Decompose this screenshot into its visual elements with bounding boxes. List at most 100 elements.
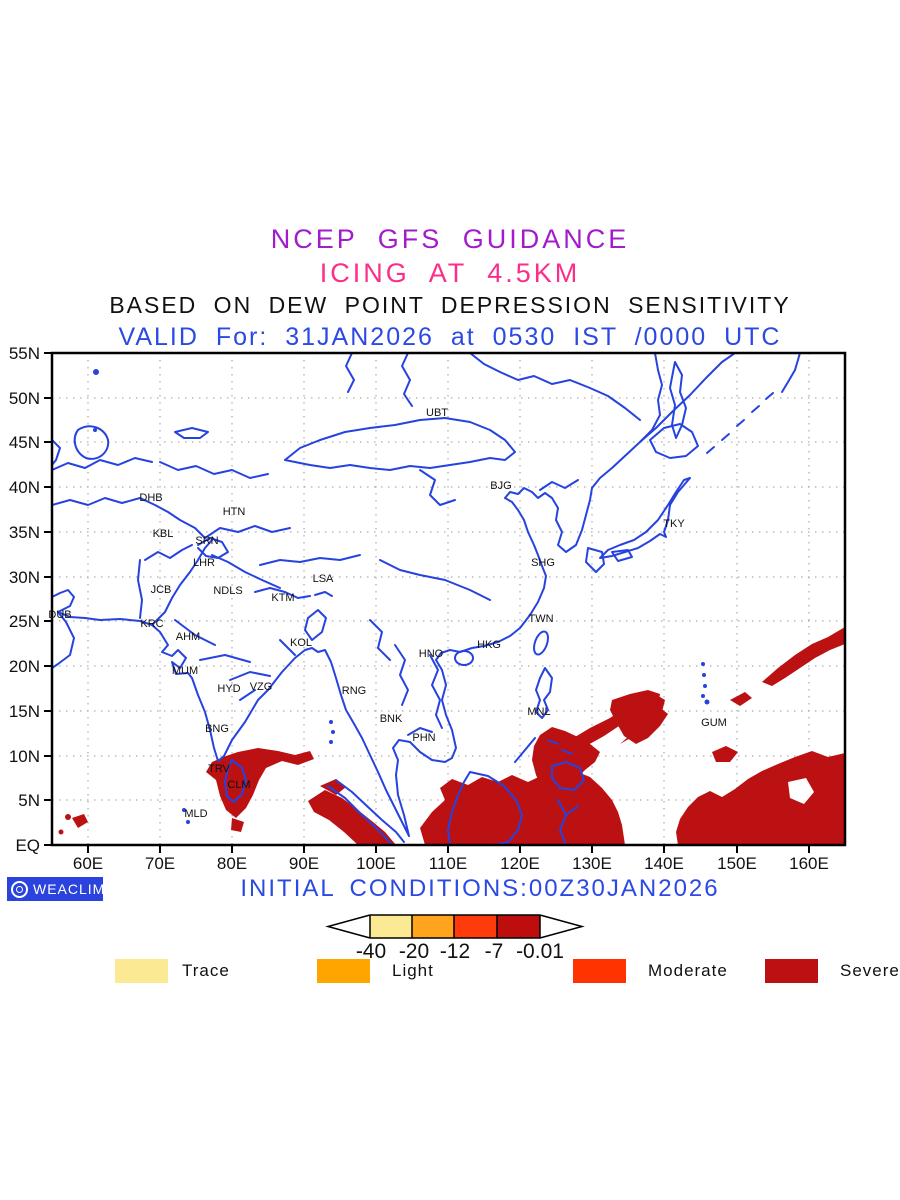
border-path: [369, 619, 391, 661]
station-label-hno: HNO: [419, 648, 444, 660]
colorbar-swatch-light: [412, 915, 454, 938]
station-label-rng: RNG: [342, 685, 366, 697]
colorbar-swatch-trace: [370, 915, 412, 938]
station-label-ubt: UBT: [426, 407, 448, 419]
y-axis-label: 30N: [9, 568, 40, 587]
island-honshu: [599, 477, 691, 559]
station-label-vzg: VZG: [250, 681, 273, 693]
station-label-bjg: BJG: [490, 480, 511, 492]
border-path: [199, 654, 251, 663]
border-path: [239, 689, 256, 701]
island-sumatra: [327, 779, 405, 845]
station-label-ahm: AHM: [176, 631, 200, 643]
y-axis-label: 55N: [9, 344, 40, 363]
kuril-islands: [706, 392, 774, 454]
y-axis-labels: 55N 50N 45N 40N 35N 30N 25N 20N 15N 10N …: [9, 344, 40, 855]
legend-swatch-trace: [115, 959, 168, 983]
logo-text: WEACLIM: [33, 881, 106, 897]
island-taiwan: [533, 630, 549, 656]
axis-ticks: [44, 352, 810, 853]
border-path: [254, 587, 311, 599]
border-path: [279, 639, 296, 656]
icing-region: [308, 790, 396, 845]
legend-label-light: Light: [392, 961, 434, 980]
border-path: [304, 609, 327, 641]
border-path: [204, 525, 291, 539]
coastline-path: [52, 589, 75, 669]
border-path: [52, 457, 153, 471]
island-mindanao: [551, 761, 585, 791]
station-label-hyd: HYD: [217, 683, 240, 695]
icing-region: [420, 771, 625, 845]
x-axis-labels: 60E 70E 80E 90E 100E 110E 120E 130E 140E…: [73, 854, 829, 873]
river-path: [345, 353, 355, 393]
icing-region: [712, 746, 738, 762]
y-axis-label: 5N: [18, 791, 40, 810]
river-path: [401, 353, 413, 407]
lake-aral: [73, 425, 110, 460]
border-path: [407, 727, 433, 736]
station-label-dhb: DHB: [139, 492, 162, 504]
colorbar-tick: -12: [440, 940, 470, 963]
station-label-gum: GUM: [701, 717, 727, 729]
kamchatka-coast: [781, 353, 801, 393]
border-path: [539, 479, 579, 491]
station-label-krc: KRC: [140, 618, 163, 630]
border-path: [151, 539, 213, 626]
legend-label-moderate: Moderate: [648, 961, 728, 980]
x-axis-label: 130E: [572, 854, 612, 873]
station-label-dub: DUB: [48, 609, 71, 621]
border-path: [211, 554, 281, 589]
icing-region: [730, 692, 752, 706]
island-srilanka: [224, 759, 247, 803]
coastlines: [52, 353, 801, 845]
x-axis-label: 150E: [717, 854, 757, 873]
subtitle-method: BASED ON DEW POINT DEPRESSION SENSITIVIT…: [109, 292, 791, 318]
colorbar-right-arrow: [539, 914, 585, 939]
legend-swatch-moderate: [573, 959, 626, 983]
station-label-hkg: HKG: [477, 639, 501, 651]
station-label-clm: CLM: [227, 779, 250, 791]
x-axis-label: 120E: [500, 854, 540, 873]
legend-swatch-severe: [765, 959, 818, 983]
colorbar-swatch-moderate: [454, 915, 497, 938]
x-axis-label: 70E: [145, 854, 175, 873]
y-axis-label: 40N: [9, 478, 40, 497]
station-label-ktm: KTM: [271, 592, 294, 604]
island-borneo: [447, 771, 523, 845]
grid-lines: [52, 353, 845, 845]
x-axis-label: 90E: [289, 854, 319, 873]
island-hainan: [454, 650, 474, 666]
colorbar-swatch-severe: [497, 915, 540, 938]
coastline-path: [52, 439, 61, 466]
colorbar-tick: -40: [356, 940, 386, 963]
border-path: [197, 537, 229, 559]
border-path: [429, 654, 443, 729]
lake-balkhash: [174, 427, 209, 439]
island-sakhalin: [669, 361, 687, 439]
island-luzon: [535, 667, 553, 719]
coastline-path: [639, 353, 736, 443]
colorbar-tick: -0.01: [516, 940, 564, 963]
island-palawan: [514, 737, 536, 763]
y-axis-label: EQ: [15, 836, 40, 855]
border-path: [159, 461, 269, 479]
legend-swatch-light: [317, 959, 370, 983]
station-label-mum: MUM: [172, 665, 198, 677]
station-label-htn: HTN: [223, 506, 246, 518]
legend-label-severe: Severe: [840, 961, 900, 980]
station-label-tky: TKY: [663, 518, 685, 530]
station-label-lhr: LHR: [193, 557, 215, 569]
x-axis-label: 110E: [429, 854, 467, 873]
station-label-bng: BNG: [205, 723, 229, 735]
initial-conditions-line: INITIAL CONDITIONS:00Z30JAN2026: [240, 875, 720, 902]
subtitle-level: ICING AT 4.5KM: [319, 258, 581, 288]
river-path: [379, 559, 491, 601]
icing-region: [610, 690, 668, 744]
river-path: [469, 353, 641, 421]
border-path: [284, 417, 516, 471]
colorbar: -40 -20 -12 -7 -0.01: [325, 914, 585, 963]
valid-time-line: VALID For: 31JAN2026 at 0530 IST /0000 U…: [118, 323, 782, 351]
